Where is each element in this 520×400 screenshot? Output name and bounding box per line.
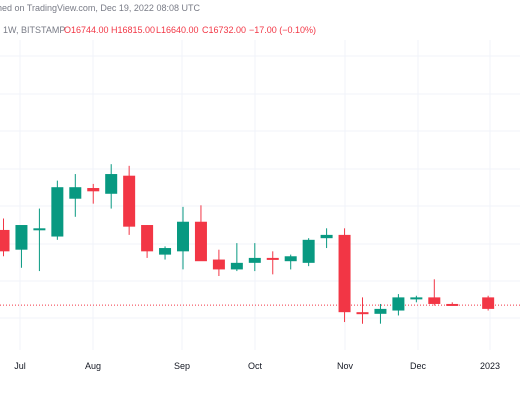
candle bbox=[230, 243, 243, 272]
low-value: L16640.00 bbox=[156, 25, 199, 35]
change-value: −17.00 (−0.10%) bbox=[249, 25, 316, 35]
candle bbox=[194, 205, 207, 262]
candle-body bbox=[177, 221, 189, 252]
x-tick-label: 2023 bbox=[480, 361, 500, 371]
candle-body bbox=[15, 225, 28, 250]
candle-body bbox=[0, 229, 10, 252]
candle bbox=[105, 164, 118, 209]
candle bbox=[69, 174, 82, 217]
candle bbox=[248, 243, 261, 272]
candle-body bbox=[230, 262, 243, 270]
candle-body bbox=[284, 256, 297, 262]
x-tick-label: Nov bbox=[337, 361, 354, 371]
x-tick-label: Sep bbox=[174, 361, 190, 371]
candle-body bbox=[410, 297, 423, 300]
candle bbox=[338, 228, 351, 323]
x-tick-label: Dec bbox=[410, 361, 427, 371]
candle bbox=[446, 302, 459, 306]
candle-body bbox=[194, 221, 207, 262]
candle-body bbox=[123, 175, 136, 227]
symbol-label: , 1W, BITSTAMP bbox=[0, 25, 65, 35]
candle bbox=[284, 254, 297, 270]
candle-body bbox=[428, 297, 441, 304]
candle bbox=[15, 225, 28, 268]
candle-body bbox=[338, 234, 351, 313]
x-tick-label: Oct bbox=[248, 361, 263, 371]
candle bbox=[51, 180, 64, 240]
candle bbox=[392, 294, 405, 316]
x-tick-label: Jul bbox=[14, 361, 26, 371]
candle bbox=[482, 295, 495, 311]
candle-body bbox=[482, 297, 495, 309]
candle bbox=[123, 165, 136, 235]
candle bbox=[356, 297, 369, 324]
candle-body bbox=[69, 187, 82, 199]
candles bbox=[0, 164, 495, 324]
candle bbox=[320, 228, 333, 249]
candle-body bbox=[141, 225, 154, 252]
published-caption: hed on TradingView.com, Dec 19, 2022 08:… bbox=[0, 3, 200, 13]
candle bbox=[374, 303, 387, 324]
candle-body bbox=[374, 308, 387, 314]
candle-body bbox=[105, 174, 118, 194]
x-tick-label: Aug bbox=[85, 361, 101, 371]
candle bbox=[428, 279, 441, 306]
candle bbox=[266, 251, 279, 275]
candle-body bbox=[248, 257, 261, 263]
candle-body bbox=[51, 187, 64, 237]
candle bbox=[159, 246, 172, 260]
candle bbox=[410, 295, 423, 303]
candle-body bbox=[302, 239, 315, 263]
candle-body bbox=[87, 188, 100, 192]
candle bbox=[302, 238, 315, 267]
candle bbox=[0, 218, 10, 257]
candle-body bbox=[266, 257, 279, 260]
candle bbox=[87, 183, 100, 204]
candle bbox=[177, 206, 189, 270]
candle bbox=[212, 249, 225, 276]
candle-body bbox=[356, 312, 369, 315]
candle-body bbox=[212, 259, 225, 270]
candle-body bbox=[392, 297, 405, 311]
candle-body bbox=[320, 234, 333, 239]
candle-body bbox=[33, 228, 46, 231]
open-value: O16744.00 bbox=[64, 25, 109, 35]
candle-body bbox=[159, 248, 172, 255]
candle-body bbox=[446, 303, 459, 306]
high-value: H16815.00 bbox=[111, 25, 155, 35]
close-value: C16732.00 bbox=[202, 25, 246, 35]
candle bbox=[141, 225, 154, 258]
candle bbox=[33, 208, 46, 272]
